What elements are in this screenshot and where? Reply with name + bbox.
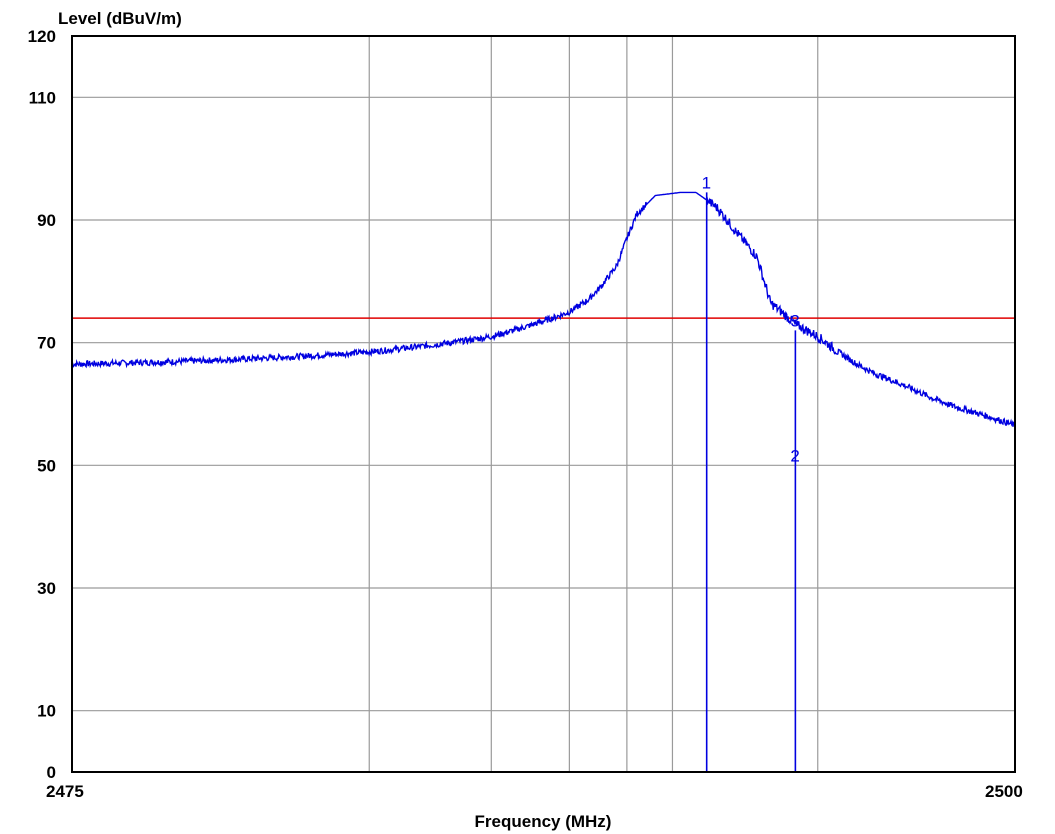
y-axis-title: Level (dBuV/m) (58, 9, 182, 28)
series-line (71, 191, 1016, 427)
y-tick-label: 50 (37, 456, 56, 475)
y-tick-label: 0 (47, 763, 56, 782)
x-tick-label-end: 2500 (985, 782, 1023, 801)
plot-area (72, 36, 1015, 772)
y-tick-label: 110 (29, 88, 56, 107)
plot-frame (71, 35, 1016, 773)
y-tick-label: 90 (37, 211, 56, 230)
y-tick-label: 10 (37, 702, 56, 721)
x-tick-label-start: 2475 (46, 782, 84, 801)
y-tick-labels: 0 10 30 50 70 90 110 120 (28, 27, 56, 782)
x-axis-title: Frequency (MHz) (475, 812, 612, 831)
grid (72, 36, 1015, 772)
y-tick-label: 30 (37, 579, 56, 598)
marker-label-3: 3 (790, 311, 799, 330)
y-tick-label: 70 (37, 334, 56, 353)
y-tick-label: 120 (28, 27, 56, 46)
markers: 123 (702, 173, 800, 772)
marker-label-1: 1 (702, 173, 711, 192)
